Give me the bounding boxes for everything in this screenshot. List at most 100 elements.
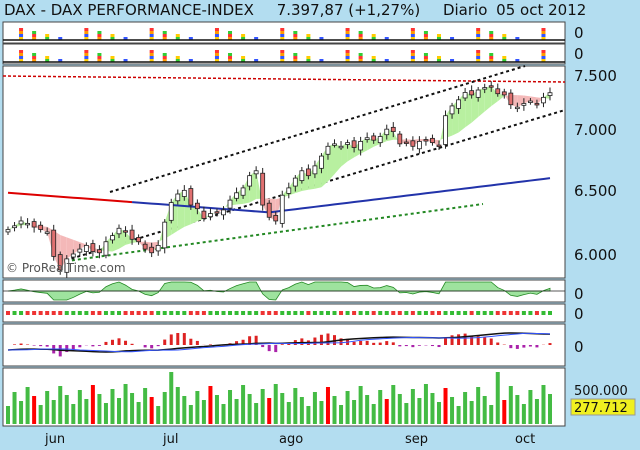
candle-up bbox=[345, 142, 350, 145]
mom-zero-label: 0 bbox=[574, 305, 584, 323]
signal-square-1 bbox=[175, 34, 180, 37]
volume-bar bbox=[482, 396, 487, 424]
macd-histogram-bar bbox=[430, 345, 434, 347]
signal-square-1 bbox=[541, 34, 546, 37]
signal-square-1 bbox=[541, 37, 546, 40]
ma-fill-segment bbox=[530, 96, 537, 105]
candle-up bbox=[116, 227, 122, 235]
signal-square-1 bbox=[214, 28, 219, 31]
momentum-square bbox=[489, 311, 494, 315]
volume-bar bbox=[312, 392, 317, 424]
macd-histogram-bar bbox=[267, 345, 271, 352]
macd-histogram-bar bbox=[104, 341, 108, 345]
momentum-square bbox=[443, 311, 448, 315]
signal-square-2 bbox=[319, 59, 324, 62]
signal-square-2 bbox=[228, 53, 233, 56]
volume-bar bbox=[528, 390, 533, 424]
candle-up bbox=[482, 87, 488, 90]
signal-square-1 bbox=[149, 34, 154, 37]
signal-square-2 bbox=[97, 56, 102, 59]
momentum-square bbox=[541, 311, 546, 315]
momentum-square bbox=[221, 311, 226, 315]
signal-square-1 bbox=[358, 37, 363, 40]
candle-up bbox=[364, 137, 370, 140]
volume-bar bbox=[508, 386, 513, 424]
signal-square-2 bbox=[345, 50, 350, 53]
volume-bar bbox=[319, 401, 324, 424]
macd-histogram-bar bbox=[457, 334, 461, 345]
momentum-square bbox=[51, 311, 56, 315]
signal-square-1 bbox=[371, 37, 376, 40]
momentum-square bbox=[195, 311, 200, 315]
macd-histogram-bar bbox=[280, 344, 284, 345]
momentum-square bbox=[175, 311, 180, 315]
signal-square-1 bbox=[476, 34, 481, 37]
signal-square-1 bbox=[280, 28, 285, 31]
candle-down bbox=[188, 188, 194, 206]
signal-square-2 bbox=[345, 59, 350, 62]
signal-square-2 bbox=[515, 59, 520, 62]
signal-square-1 bbox=[84, 37, 89, 40]
candle-up bbox=[416, 141, 422, 150]
ma-fill-segment bbox=[341, 142, 348, 167]
volume-bar bbox=[260, 389, 265, 424]
signal-square-2 bbox=[345, 53, 350, 56]
candle-up bbox=[541, 96, 546, 104]
volume-bar bbox=[352, 400, 357, 424]
volume-bar bbox=[417, 398, 422, 424]
momentum-square bbox=[371, 311, 376, 315]
signal-square-2 bbox=[149, 50, 154, 53]
candle-up bbox=[292, 177, 298, 187]
momentum-square bbox=[117, 311, 122, 315]
signal-square-2 bbox=[436, 56, 441, 59]
macd-histogram-bar bbox=[26, 344, 30, 345]
momentum-square bbox=[136, 311, 141, 315]
macd-histogram-bar bbox=[78, 345, 82, 348]
candle-down bbox=[371, 135, 377, 141]
candle-down bbox=[534, 103, 540, 106]
candle-down bbox=[142, 243, 148, 250]
signal-square-2 bbox=[149, 53, 154, 56]
macd-histogram-bar bbox=[71, 345, 75, 350]
signal-square-2 bbox=[502, 56, 507, 59]
volume-bar bbox=[476, 387, 481, 424]
signal-square-1 bbox=[84, 31, 89, 34]
signal-square-2 bbox=[214, 53, 219, 56]
signal-square-2 bbox=[254, 59, 259, 62]
signal-square-1 bbox=[489, 34, 494, 37]
momentum-square bbox=[430, 311, 435, 315]
signal-square-1 bbox=[502, 34, 507, 37]
volume-bar bbox=[384, 399, 389, 424]
volume-bar bbox=[130, 393, 135, 424]
volume-bar bbox=[162, 392, 167, 424]
signal-square-1 bbox=[306, 34, 311, 37]
volume-bar bbox=[378, 390, 383, 424]
signal-square-1 bbox=[476, 31, 481, 34]
macd-histogram-bar bbox=[65, 345, 69, 353]
candle-up bbox=[319, 155, 324, 169]
signal-square-1 bbox=[345, 28, 350, 31]
signal-square-2 bbox=[19, 53, 24, 56]
price-tick-7000: 7.000 bbox=[574, 121, 617, 139]
macd-histogram-bar bbox=[182, 333, 186, 345]
candle-down bbox=[201, 210, 207, 219]
ma-fill-segment bbox=[465, 92, 472, 128]
volume-bar bbox=[299, 397, 304, 424]
signal-square-1 bbox=[214, 31, 219, 34]
momentum-square bbox=[162, 311, 167, 315]
ind2-zero-label: 0 bbox=[574, 45, 584, 63]
macd-histogram-bar bbox=[326, 333, 330, 345]
volume-bar bbox=[548, 394, 552, 424]
volume-bar bbox=[58, 386, 63, 424]
signal-square-2 bbox=[123, 59, 128, 62]
signal-square-2 bbox=[358, 59, 363, 62]
momentum-square bbox=[495, 311, 500, 315]
candle-down bbox=[149, 246, 155, 254]
momentum-square bbox=[534, 311, 539, 315]
signal-square-2 bbox=[110, 56, 115, 59]
momentum-square bbox=[384, 311, 389, 315]
signal-square-1 bbox=[280, 34, 285, 37]
signal-square-2 bbox=[149, 56, 154, 59]
ma-fill-segment bbox=[190, 205, 198, 225]
